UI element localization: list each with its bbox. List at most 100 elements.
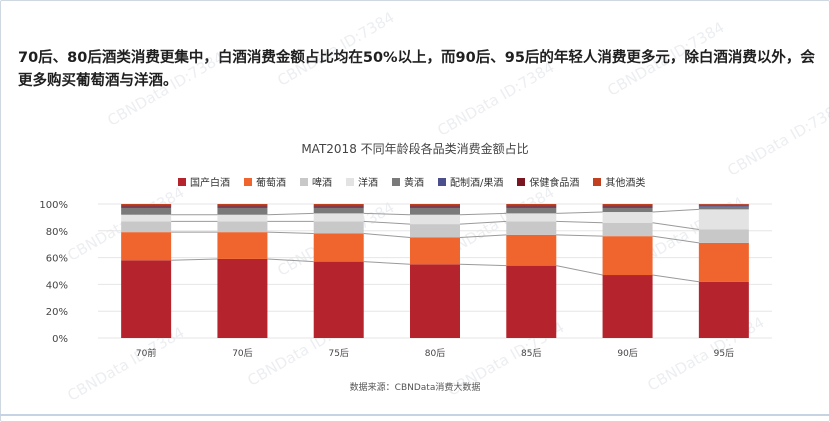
legend-item: 洋酒 xyxy=(346,174,378,189)
series-connector-line xyxy=(652,208,699,213)
series-connector-line xyxy=(171,258,218,261)
bar-segment xyxy=(217,204,268,206)
legend-item: 配制酒/果酒 xyxy=(438,174,503,189)
x-tick-label: 90后 xyxy=(617,348,637,359)
bar-segment xyxy=(217,205,268,207)
series-connector-line xyxy=(652,222,699,230)
bar-segment xyxy=(602,212,653,223)
bar-segment xyxy=(121,205,172,207)
legend-swatch xyxy=(593,177,602,186)
bar-segment xyxy=(217,214,268,222)
bar-segment xyxy=(217,232,268,259)
legend-label: 洋酒 xyxy=(358,178,378,189)
series-connector-line xyxy=(652,235,699,244)
legend-swatch xyxy=(517,177,526,186)
y-tick-label: 0% xyxy=(52,334,68,345)
legend-item: 保健食品酒 xyxy=(517,174,579,189)
series-connector-line xyxy=(267,231,314,234)
y-tick-label: 100% xyxy=(39,200,68,211)
series-connector-line xyxy=(267,212,314,216)
bar-segment xyxy=(410,206,460,209)
bar-segment xyxy=(410,204,460,206)
y-tick-label: 60% xyxy=(46,254,68,265)
series-connector-line xyxy=(556,220,603,224)
legend-item: 葡萄酒 xyxy=(244,174,286,189)
bar-segment xyxy=(602,236,653,276)
bar-segment xyxy=(506,206,557,209)
y-tick-label: 80% xyxy=(46,227,68,238)
bar-segment xyxy=(121,232,172,261)
series-connector-line xyxy=(363,232,411,238)
bar-segment xyxy=(698,204,749,205)
chart-title: MAT2018 不同年龄段各品类消费金额占比 xyxy=(301,142,529,156)
series-connector-line xyxy=(459,234,507,238)
bar-segment xyxy=(506,213,557,222)
bar-segment xyxy=(313,233,364,262)
legend-item: 其他酒类 xyxy=(593,174,645,189)
legend-swatch xyxy=(244,177,252,186)
bar-segment xyxy=(506,204,557,206)
legend-swatch xyxy=(438,177,446,186)
bar-segment xyxy=(698,204,749,206)
bar-segment xyxy=(313,205,364,207)
y-tick-label: 20% xyxy=(46,307,68,318)
bar-segment xyxy=(121,260,172,338)
legend-swatch xyxy=(392,177,400,186)
legend-swatch xyxy=(300,177,308,186)
legend-swatch xyxy=(178,177,186,186)
series-connector-line xyxy=(363,220,411,225)
series-connector-line xyxy=(556,265,603,276)
bar-segment xyxy=(217,258,268,338)
bar-segment xyxy=(698,209,749,230)
legend-item: 黄酒 xyxy=(392,174,424,189)
bar-segment xyxy=(698,229,749,243)
bar-segment xyxy=(602,222,653,237)
series-connector-line xyxy=(556,234,603,237)
bar-segment xyxy=(698,206,749,210)
bar-segment xyxy=(313,204,364,206)
chart-legend: 国产白酒 葡萄酒 啤酒 洋酒 黄酒 配制酒/果酒 保健食品酒 其他酒类 xyxy=(178,174,645,189)
bar-segment xyxy=(698,242,749,282)
x-tick-label: 80后 xyxy=(425,348,445,359)
bar-segment xyxy=(698,205,749,207)
series-connector-line xyxy=(459,212,507,216)
x-tick-label: 70后 xyxy=(232,348,252,359)
legend-label: 保健食品酒 xyxy=(529,178,580,189)
bar-segment xyxy=(217,208,268,215)
bar-segment xyxy=(121,214,172,222)
bar-segment xyxy=(506,234,557,266)
x-tick-label: 95后 xyxy=(714,348,734,359)
bar-segment xyxy=(602,206,653,209)
bar-segment xyxy=(410,214,460,225)
legend-item: 啤酒 xyxy=(300,174,332,189)
bar-segment xyxy=(602,208,653,213)
data-source-note: 数据来源：CBNData消费大数据 xyxy=(349,383,481,393)
series-connector-line xyxy=(459,220,507,225)
series-connector-line xyxy=(652,274,699,283)
bar-segment xyxy=(506,221,557,235)
series-connector-line xyxy=(267,258,314,263)
legend-label: 国产白酒 xyxy=(190,178,230,189)
series-connector-line xyxy=(459,263,507,267)
bar-segment xyxy=(313,206,364,209)
bar-segment xyxy=(313,261,364,338)
headline-text: 70后、80后酒类消费更集中，白酒消费金额占比均在50%以上，而90后、95后的… xyxy=(18,50,815,89)
bar-segment xyxy=(602,204,653,206)
bar-segment xyxy=(121,221,172,233)
legend-swatch xyxy=(346,177,354,186)
legend-label: 啤酒 xyxy=(312,178,332,189)
bottom-divider xyxy=(0,414,830,416)
bar-segment xyxy=(410,205,460,207)
bar-segment xyxy=(217,206,268,209)
bar-segment xyxy=(313,221,364,234)
bar-segment xyxy=(121,206,172,209)
x-tick-label: 75后 xyxy=(328,348,348,359)
bar-segment xyxy=(602,205,653,207)
y-tick-label: 40% xyxy=(46,280,68,291)
bar-segment xyxy=(506,205,557,207)
bar-segment xyxy=(506,265,557,338)
series-connector-line xyxy=(363,261,411,265)
bar-segment xyxy=(313,208,364,214)
legend-label: 黄酒 xyxy=(404,178,424,189)
